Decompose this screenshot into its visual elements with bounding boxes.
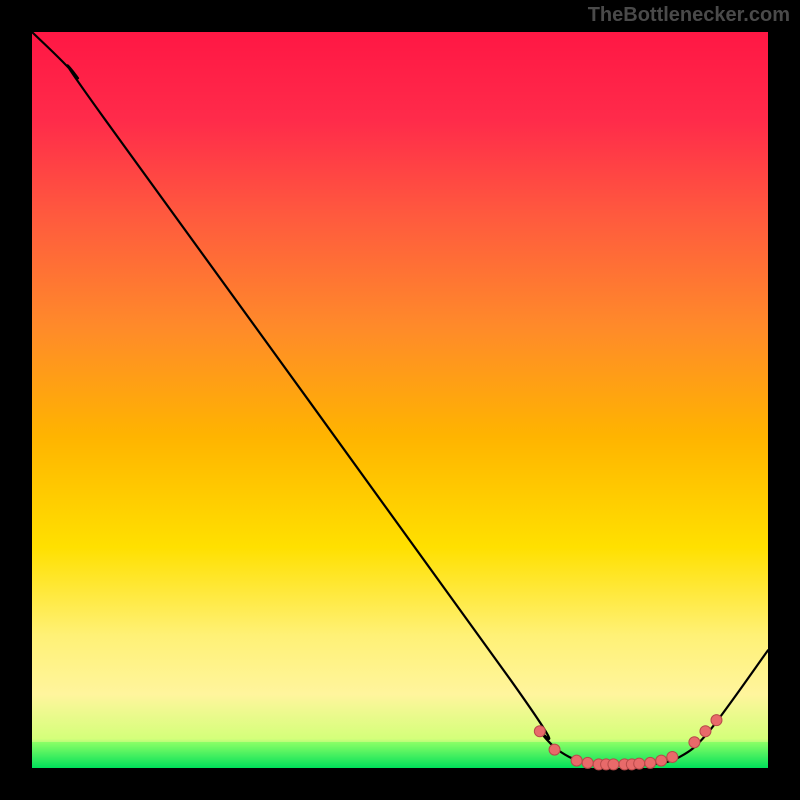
data-marker — [534, 726, 545, 737]
data-marker — [656, 755, 667, 766]
data-marker — [549, 744, 560, 755]
data-marker — [634, 758, 645, 769]
data-marker — [608, 759, 619, 770]
watermark-text: TheBottlenecker.com — [588, 4, 790, 27]
data-marker — [711, 715, 722, 726]
bottleneck-curve — [32, 32, 768, 765]
curve-layer — [32, 32, 768, 768]
data-marker — [571, 755, 582, 766]
plot-area — [32, 32, 768, 768]
data-marker — [667, 751, 678, 762]
data-marker — [700, 726, 711, 737]
data-marker — [582, 757, 593, 768]
data-marker — [645, 757, 656, 768]
data-marker — [689, 737, 700, 748]
chart-container: TheBottlenecker.com — [0, 0, 800, 800]
